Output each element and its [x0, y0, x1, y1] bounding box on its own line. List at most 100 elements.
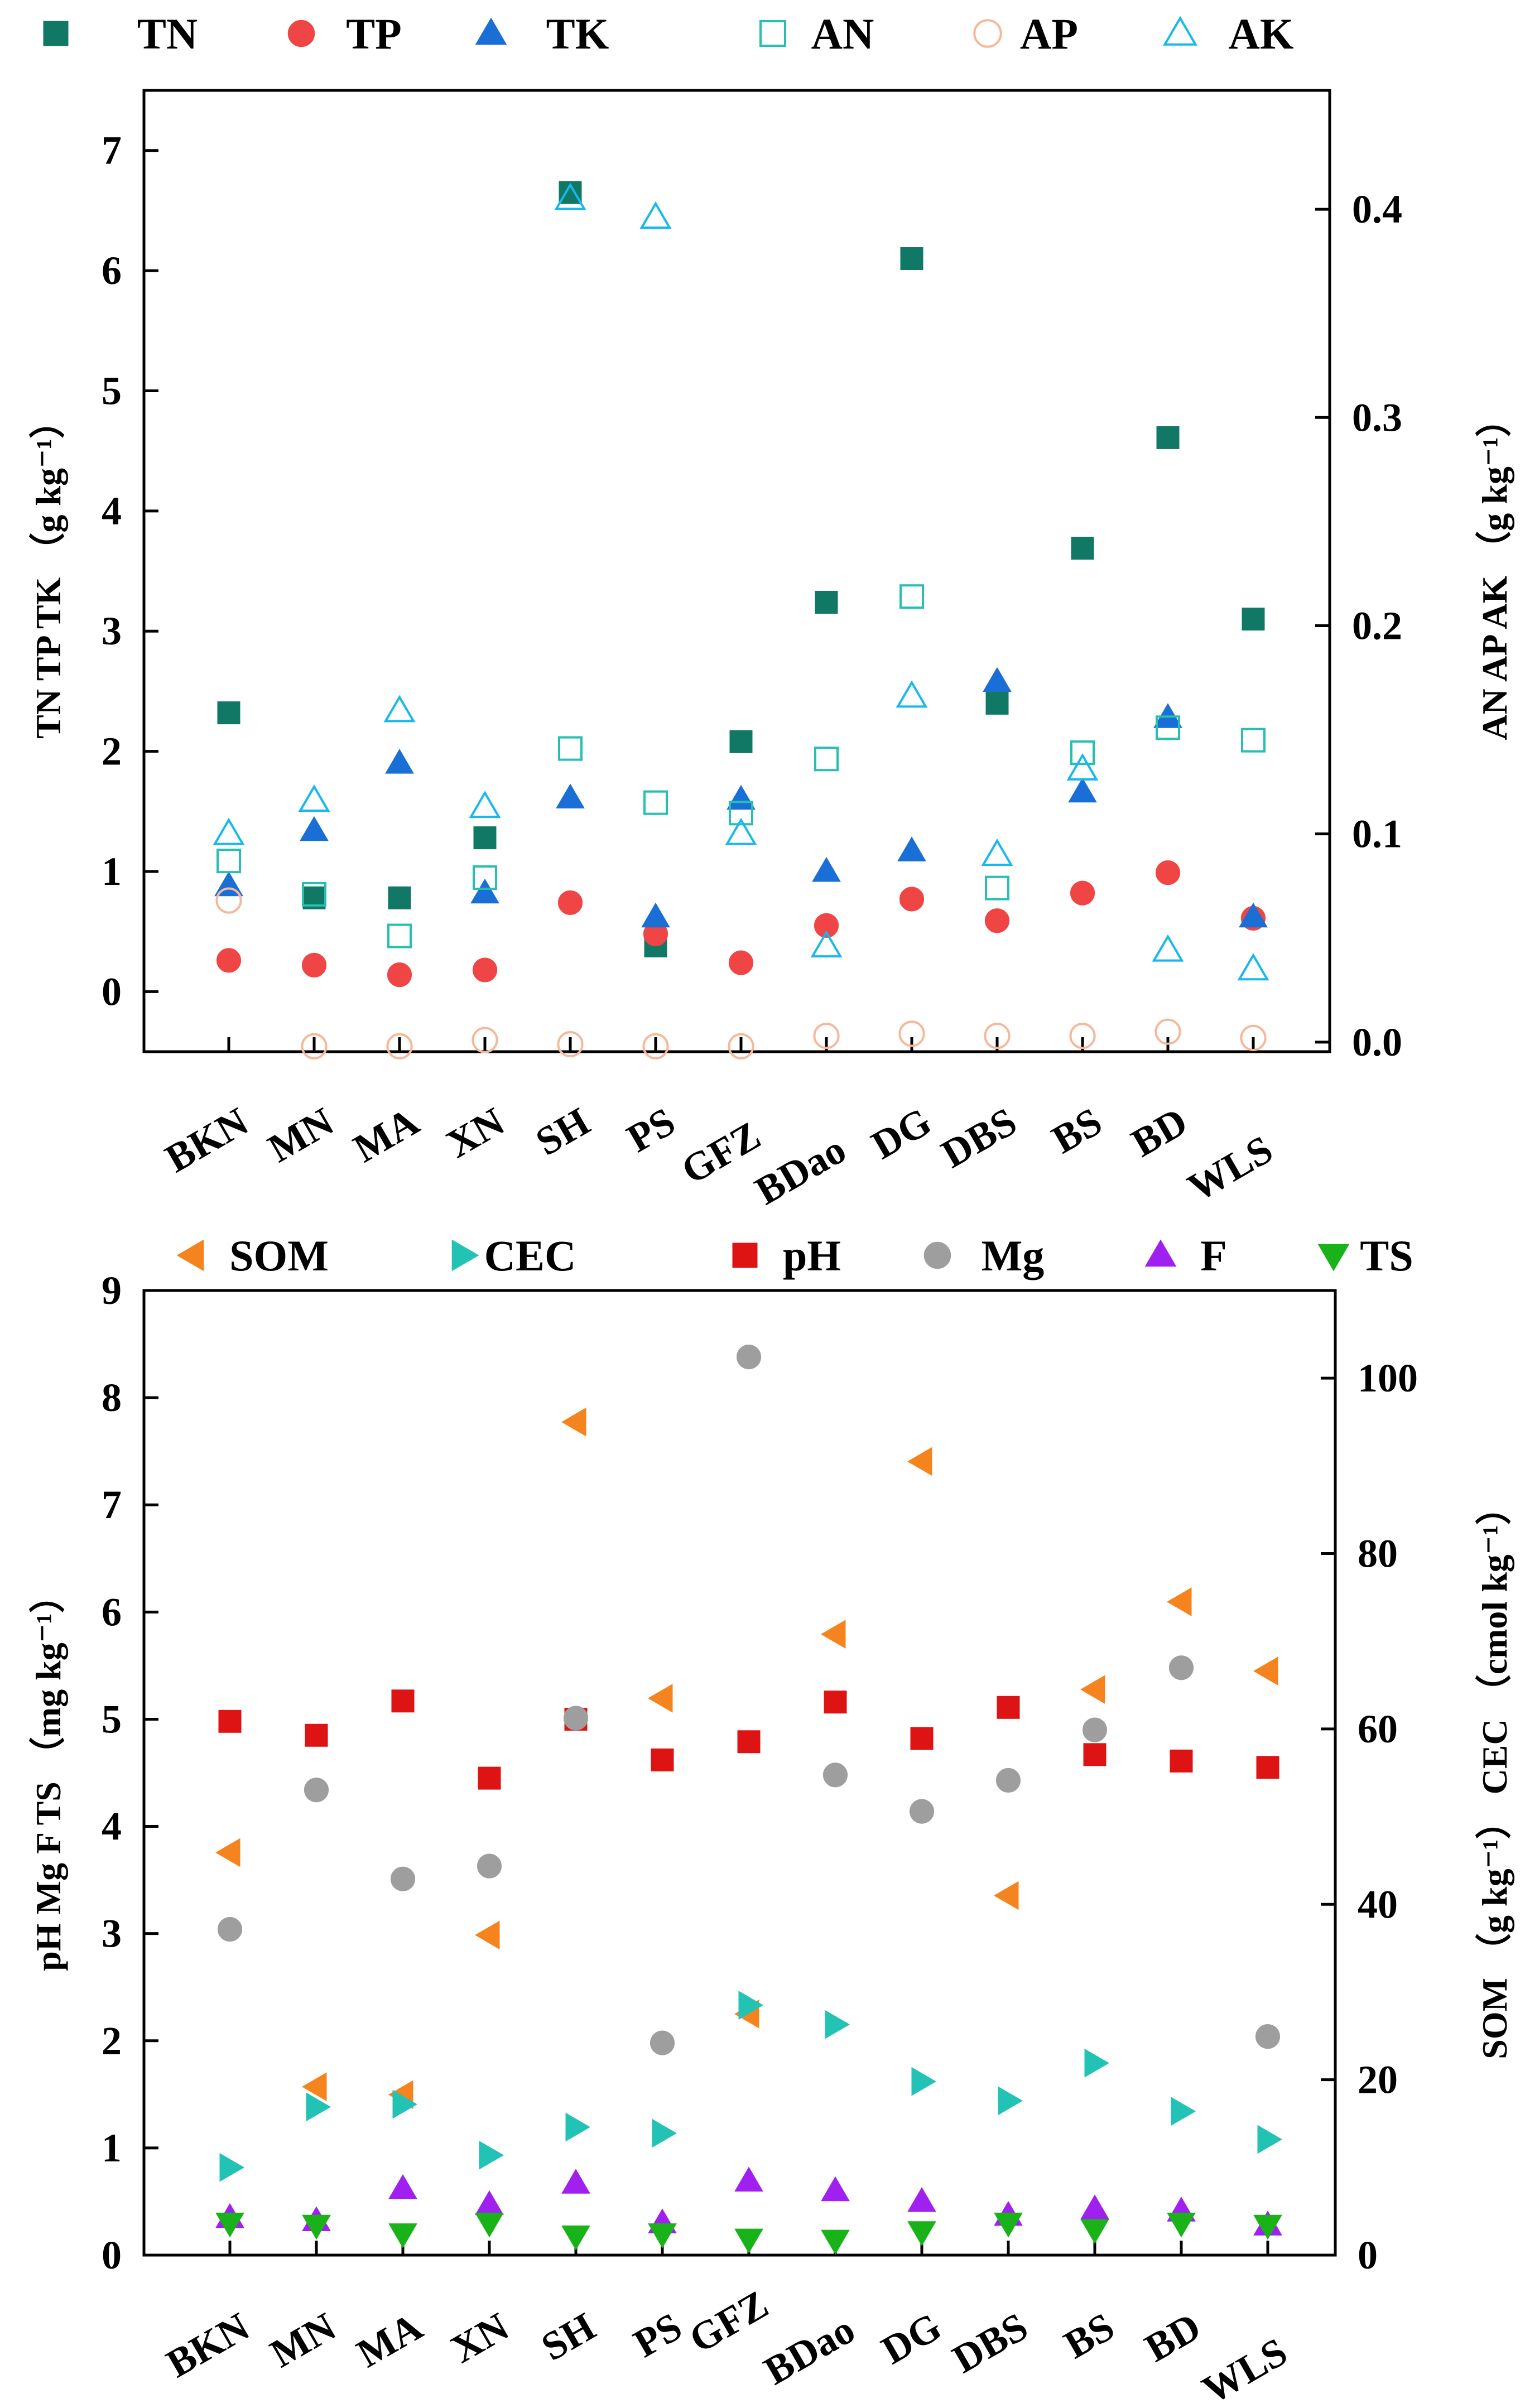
legend-marker-tk [475, 17, 507, 45]
marker-ak [810, 930, 843, 958]
category-label: MA [346, 1099, 426, 1171]
marker-som [907, 1447, 932, 1476]
marker-tn [985, 691, 1009, 715]
legend-label-ph: pH [783, 1231, 841, 1280]
category-label: BS [1057, 2304, 1122, 2367]
marker-an [643, 790, 668, 815]
marker-som [561, 1407, 586, 1437]
marker-tn [1156, 426, 1180, 449]
marker-mg [217, 1916, 243, 1942]
legend-marker-f [1144, 1239, 1177, 1267]
marker-ak [1066, 753, 1099, 781]
category-label: DBS [945, 2304, 1035, 2382]
legend-label-cec: CEC [484, 1231, 576, 1280]
marker-mg [304, 1778, 329, 1803]
top-right-axis: 0.0 0.1 0.2 0.3 0.4 [1315, 187, 1402, 1065]
legend-label-f: F [1200, 1231, 1227, 1280]
legend-marker-ts [1317, 1244, 1350, 1272]
left-tick-label: 3 [102, 1911, 122, 1956]
legend-marker-ak [1163, 16, 1197, 46]
marker-cec [392, 2089, 417, 2119]
marker-cec [911, 2067, 936, 2096]
category-label: BD [1137, 2304, 1208, 2371]
bottom-right-axis-title: SOM （g kg⁻¹） CEC （cmol kg⁻¹） [1475, 1489, 1514, 2059]
marker-f [734, 2166, 763, 2192]
legend-label-som: SOM [229, 1231, 329, 1280]
marker-ph [1256, 1756, 1279, 1779]
marker-tp [387, 962, 412, 988]
category-label: WLS [1180, 1127, 1280, 1210]
marker-f [475, 2190, 504, 2216]
marker-tn [900, 247, 923, 271]
marker-f [907, 2187, 936, 2212]
marker-an [302, 882, 326, 907]
right-tick-label: 40 [1358, 1882, 1398, 1927]
marker-an [985, 875, 1009, 900]
marker-tk [385, 749, 414, 774]
marker-ak [981, 838, 1013, 866]
marker-f [1080, 2194, 1109, 2219]
top-left-axis: 0 1 2 3 4 5 6 7 [102, 128, 158, 1014]
marker-ph [824, 1691, 847, 1714]
marker-ph [218, 1709, 242, 1733]
right-tick-label: 0.1 [1352, 812, 1402, 856]
marker-ph [651, 1748, 674, 1771]
bottom-markers [215, 1345, 1282, 2255]
category-label: SH [528, 1099, 597, 1164]
category-label: DBS [934, 1099, 1024, 1177]
marker-ts [475, 2212, 504, 2238]
marker-mg [650, 2030, 675, 2055]
right-tick-label: 0.0 [1352, 1020, 1402, 1065]
category-label: XN [444, 2304, 516, 2372]
marker-tp [728, 950, 754, 975]
right-tick-label: 0.4 [1352, 187, 1402, 232]
category-label: PS [626, 2304, 689, 2366]
marker-cec [998, 2086, 1023, 2116]
right-tick-label: 80 [1358, 1532, 1398, 1576]
right-tick-label: 60 [1358, 1707, 1398, 1751]
left-tick-label: 0 [102, 969, 122, 1014]
right-tick-label: 0 [1358, 2233, 1378, 2277]
category-label: BS [1045, 1099, 1109, 1162]
marker-ph [997, 1696, 1020, 1719]
left-tick-label: 8 [102, 1375, 122, 1420]
marker-an [1156, 715, 1180, 740]
category-label: DG [864, 1099, 939, 1168]
marker-ap [472, 1027, 498, 1053]
legend-label-tn: TN [137, 9, 198, 58]
marker-som [1080, 1675, 1105, 1704]
marker-ph [910, 1727, 934, 1750]
marker-ts [821, 2229, 850, 2255]
left-tick-label: 7 [102, 1482, 122, 1527]
marker-ts [1253, 2214, 1282, 2240]
marker-ts [734, 2228, 763, 2254]
legend-label-tk: TK [546, 9, 609, 58]
left-tick-label: 4 [102, 489, 122, 533]
legend-label-ap: AP [1020, 9, 1078, 58]
bottom-right-axis: 0 20 40 60 80 100 [1321, 1356, 1418, 2277]
marker-ts [907, 2221, 936, 2246]
marker-cec [219, 2152, 244, 2182]
marker-mg [909, 1799, 935, 1824]
left-tick-label: 1 [102, 849, 122, 894]
bottom-left-axis: 0 1 2 3 4 5 6 7 8 9 [102, 1268, 158, 2277]
right-tick-label: 0.2 [1352, 603, 1402, 648]
marker-mg [477, 1853, 502, 1879]
marker-f [561, 2169, 590, 2194]
category-label: MN [261, 1099, 341, 1171]
marker-som [1253, 1656, 1278, 1686]
marker-ak [213, 817, 245, 845]
top-plot-frame [142, 89, 1331, 1053]
marker-ts [648, 2223, 677, 2248]
marker-tk [470, 878, 499, 904]
marker-ts [302, 2214, 331, 2240]
marker-an [899, 584, 924, 609]
left-tick-label: 6 [102, 248, 122, 293]
legend-marker-an [759, 20, 786, 47]
marker-tn [559, 181, 582, 204]
marker-ap [1069, 1023, 1096, 1049]
legend-marker-ap [973, 19, 1002, 48]
marker-tk [897, 836, 926, 861]
marker-tn [388, 886, 411, 909]
